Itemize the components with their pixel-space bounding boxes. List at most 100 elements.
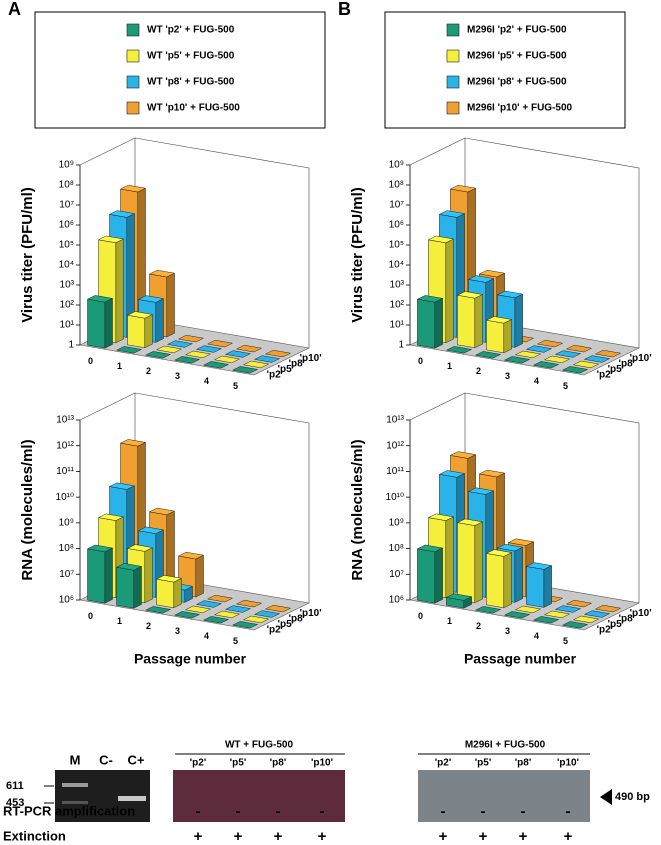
depth-label: 'p10' — [630, 353, 652, 364]
row-mark: + — [234, 828, 243, 845]
y-tick-label: 10⁷ — [389, 569, 404, 580]
row-mark: - — [481, 803, 486, 820]
bar-front — [116, 566, 135, 609]
bar — [195, 600, 223, 608]
bar-top — [554, 350, 582, 358]
depth-label: 'p8' — [619, 614, 635, 625]
bar — [213, 610, 241, 619]
lane-label: 'p5' — [230, 758, 246, 769]
bar-top — [86, 544, 114, 553]
bar — [561, 366, 589, 374]
y-tick-label: 10¹ — [390, 320, 405, 331]
bar-front — [486, 553, 505, 609]
depth-label: 'p5' — [278, 364, 294, 375]
bar — [561, 621, 589, 629]
legend-label: M296I 'p10' + FUG-500 — [467, 103, 573, 114]
bar-top — [231, 366, 259, 374]
bar — [144, 351, 172, 359]
bar — [177, 334, 205, 343]
bar-top — [97, 235, 125, 244]
bar-top — [474, 351, 502, 359]
lane-label: C- — [99, 752, 113, 767]
legend-box — [384, 11, 626, 129]
gel-band — [62, 783, 88, 787]
bar-top — [532, 361, 560, 369]
y-tick-label: 10⁷ — [389, 200, 404, 211]
bar-top — [532, 616, 560, 624]
bar — [184, 605, 212, 614]
band-label: 490 bp — [615, 791, 650, 803]
wall-outline — [134, 137, 310, 348]
y-tick-label: 10⁶ — [389, 220, 404, 231]
y-tick-label: 10⁷ — [59, 200, 74, 211]
bar-top — [467, 275, 495, 283]
bar-top — [496, 290, 524, 299]
bar — [572, 360, 600, 369]
x-tick-label: 1 — [447, 361, 452, 371]
bar-side — [133, 565, 142, 609]
bar-top — [231, 621, 259, 629]
bar — [264, 604, 292, 613]
depth-label: 'p8' — [619, 359, 635, 370]
y-tick-label: 10⁵ — [389, 240, 404, 251]
bar — [514, 350, 542, 359]
legend-swatch — [126, 49, 140, 63]
y-tick-label: 1 — [398, 340, 404, 351]
y-axis-title: Virus titer (PFU/ml) — [349, 187, 366, 323]
bar-top — [594, 349, 622, 358]
gel-image — [418, 770, 590, 822]
bar-side — [445, 238, 454, 344]
bar-top — [561, 621, 589, 629]
bar-top — [108, 210, 136, 218]
lane-label: 'p8' — [270, 758, 286, 769]
bar — [224, 350, 252, 358]
depth-label: 'p10' — [300, 608, 322, 619]
bar-top — [206, 339, 234, 348]
x-tick-label: 2 — [146, 621, 151, 631]
bar-top — [583, 610, 611, 618]
bar-top — [137, 295, 165, 303]
bar — [126, 311, 154, 349]
bar — [554, 350, 582, 358]
bar — [235, 599, 263, 608]
bar-top — [507, 538, 535, 546]
bar — [503, 611, 531, 619]
y-tick-label: 10⁶ — [59, 220, 74, 231]
bar-top — [253, 355, 281, 363]
bar-top — [525, 562, 553, 570]
bar-top — [253, 610, 281, 618]
y-tick-label: 10¹¹ — [386, 466, 404, 477]
bar-top — [264, 604, 292, 613]
gel-title: M296I + FUG-500 — [465, 740, 546, 751]
bar-top — [115, 563, 143, 571]
bar-top — [514, 350, 542, 359]
bar-side — [104, 547, 113, 604]
y-tick-label: 10⁸ — [389, 180, 404, 191]
bar — [416, 544, 444, 604]
bar-top — [177, 551, 205, 560]
y-tick-label: 10⁹ — [389, 517, 404, 528]
lane-label: 'p10' — [311, 758, 333, 769]
bar — [166, 340, 194, 348]
bar-top — [536, 339, 564, 348]
bar-top — [144, 351, 172, 359]
band-arrow — [600, 789, 612, 805]
legend-swatch — [446, 75, 460, 89]
bar — [206, 339, 234, 348]
lane-label: 'p5' — [475, 758, 491, 769]
bar — [474, 351, 502, 359]
bar-top — [438, 210, 466, 218]
x-tick-label: 0 — [418, 611, 423, 621]
row-mark: + — [479, 828, 488, 845]
bar-top — [583, 355, 611, 363]
bar — [195, 345, 223, 353]
bar — [565, 344, 593, 353]
depth-label: 'p2' — [267, 624, 283, 635]
bar-side — [514, 293, 523, 348]
bar-top — [119, 439, 147, 447]
y-tick-label: 10¹² — [56, 440, 74, 451]
bar — [583, 355, 611, 363]
row-mark: + — [318, 828, 327, 845]
bar-side — [514, 546, 523, 603]
